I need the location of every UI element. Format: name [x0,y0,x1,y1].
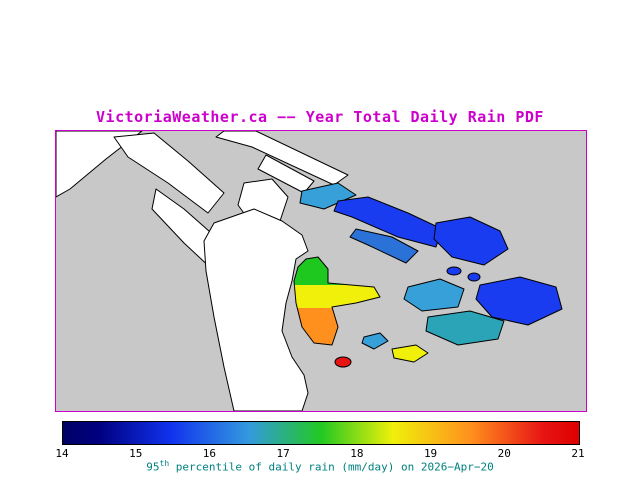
patch-small-yellow-island [391,344,429,363]
map-canvas [56,131,586,411]
land-corner [56,131,143,198]
colorbar-tick: 17 [276,447,290,460]
patch-tiny-islet-1 [446,266,462,276]
patch-small-cyan-island [361,332,389,350]
colorbar-tick: 15 [129,447,143,460]
land-strip-a [113,132,225,214]
colorbar-tick: 18 [350,447,364,460]
caption-text: percentile of daily rain (mm/day) on 202… [169,460,494,474]
colorbar-tick: 14 [55,447,69,460]
colorbar-ticks: 14 15 16 17 18 19 20 21 [55,447,584,460]
colorbar-tick: 21 [571,447,585,460]
patch-north-chain-main [333,196,443,248]
patch-north-chain-lower [349,228,419,264]
patch-small-red-island [334,356,352,368]
patch-east-large-island [475,276,563,326]
caption-superscript: th [159,459,170,468]
colorbar-tick: 20 [497,447,511,460]
patch-tiny-islet-2 [467,272,481,282]
colorbar-tick: 19 [423,447,438,460]
page-title: VictoriaWeather.ca −− Year Total Daily R… [96,108,544,126]
colorbar-gradient [62,421,580,445]
patch-east-upper-island [403,278,465,312]
patch-northeast-blob [433,216,509,266]
patch-east-lower-island [425,310,505,346]
peninsula-outline [293,256,381,346]
land-central [203,208,309,411]
map-frame [55,130,587,412]
caption-number: 95 [146,460,160,474]
colorbar-tick: 16 [202,447,217,460]
figure-caption: 95th percentile of daily rain (mm/day) o… [0,459,640,474]
